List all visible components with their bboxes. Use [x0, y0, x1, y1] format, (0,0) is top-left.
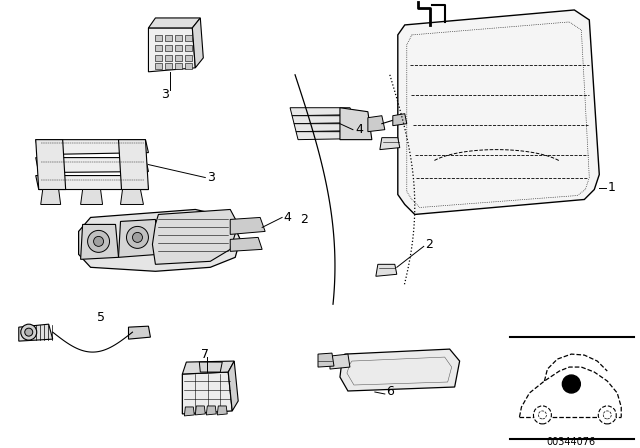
- Polygon shape: [186, 45, 193, 51]
- Polygon shape: [290, 108, 353, 116]
- Text: 6: 6: [386, 385, 394, 398]
- Polygon shape: [175, 63, 182, 69]
- Text: 2: 2: [300, 213, 308, 226]
- Polygon shape: [195, 406, 205, 415]
- Polygon shape: [294, 124, 355, 132]
- Circle shape: [538, 411, 547, 419]
- Text: 7: 7: [202, 348, 209, 361]
- Text: 5: 5: [97, 310, 104, 324]
- Circle shape: [93, 237, 104, 246]
- Polygon shape: [175, 35, 182, 41]
- Polygon shape: [156, 63, 163, 69]
- Polygon shape: [41, 190, 61, 204]
- Polygon shape: [165, 55, 172, 61]
- Polygon shape: [292, 116, 354, 124]
- Polygon shape: [156, 55, 163, 61]
- Polygon shape: [228, 361, 238, 411]
- Polygon shape: [330, 354, 350, 369]
- Polygon shape: [186, 55, 193, 61]
- Polygon shape: [36, 158, 148, 172]
- Polygon shape: [296, 132, 356, 140]
- Polygon shape: [206, 406, 216, 415]
- Polygon shape: [156, 35, 163, 41]
- Polygon shape: [186, 63, 193, 69]
- Polygon shape: [184, 407, 195, 416]
- Circle shape: [534, 406, 552, 424]
- Polygon shape: [376, 264, 397, 276]
- Polygon shape: [36, 140, 148, 155]
- Polygon shape: [175, 55, 182, 61]
- Polygon shape: [79, 210, 240, 271]
- Text: 4: 4: [283, 211, 291, 224]
- Circle shape: [604, 411, 611, 419]
- Polygon shape: [230, 237, 262, 251]
- Polygon shape: [36, 140, 66, 190]
- Polygon shape: [182, 372, 232, 414]
- Polygon shape: [199, 362, 222, 372]
- Polygon shape: [186, 35, 193, 41]
- Polygon shape: [129, 326, 150, 339]
- Polygon shape: [152, 210, 238, 264]
- Text: 3: 3: [207, 171, 215, 184]
- Text: 1: 1: [607, 181, 615, 194]
- Circle shape: [127, 226, 148, 248]
- Text: 4: 4: [355, 123, 363, 136]
- Polygon shape: [340, 349, 460, 391]
- Circle shape: [563, 375, 580, 393]
- Polygon shape: [217, 406, 227, 415]
- Polygon shape: [230, 217, 265, 234]
- Text: 00344076: 00344076: [547, 437, 596, 447]
- Polygon shape: [165, 35, 172, 41]
- Polygon shape: [165, 63, 172, 69]
- Polygon shape: [340, 108, 372, 140]
- Polygon shape: [393, 114, 407, 126]
- Polygon shape: [148, 28, 195, 72]
- Polygon shape: [156, 45, 163, 51]
- Polygon shape: [398, 10, 599, 215]
- Polygon shape: [19, 324, 52, 341]
- Polygon shape: [81, 224, 118, 259]
- Text: 3: 3: [161, 88, 170, 101]
- Polygon shape: [165, 45, 172, 51]
- Polygon shape: [120, 190, 143, 204]
- Polygon shape: [118, 220, 159, 257]
- Polygon shape: [148, 18, 200, 28]
- Polygon shape: [182, 361, 234, 374]
- Circle shape: [598, 406, 616, 424]
- Polygon shape: [318, 353, 334, 367]
- Circle shape: [20, 324, 36, 340]
- Polygon shape: [193, 18, 204, 68]
- Polygon shape: [118, 140, 148, 190]
- Polygon shape: [175, 45, 182, 51]
- Polygon shape: [81, 190, 102, 204]
- Circle shape: [25, 328, 33, 336]
- Polygon shape: [368, 116, 385, 132]
- Circle shape: [88, 230, 109, 252]
- Polygon shape: [380, 138, 400, 150]
- Circle shape: [132, 233, 143, 242]
- Polygon shape: [36, 176, 148, 190]
- Text: 2: 2: [425, 238, 433, 251]
